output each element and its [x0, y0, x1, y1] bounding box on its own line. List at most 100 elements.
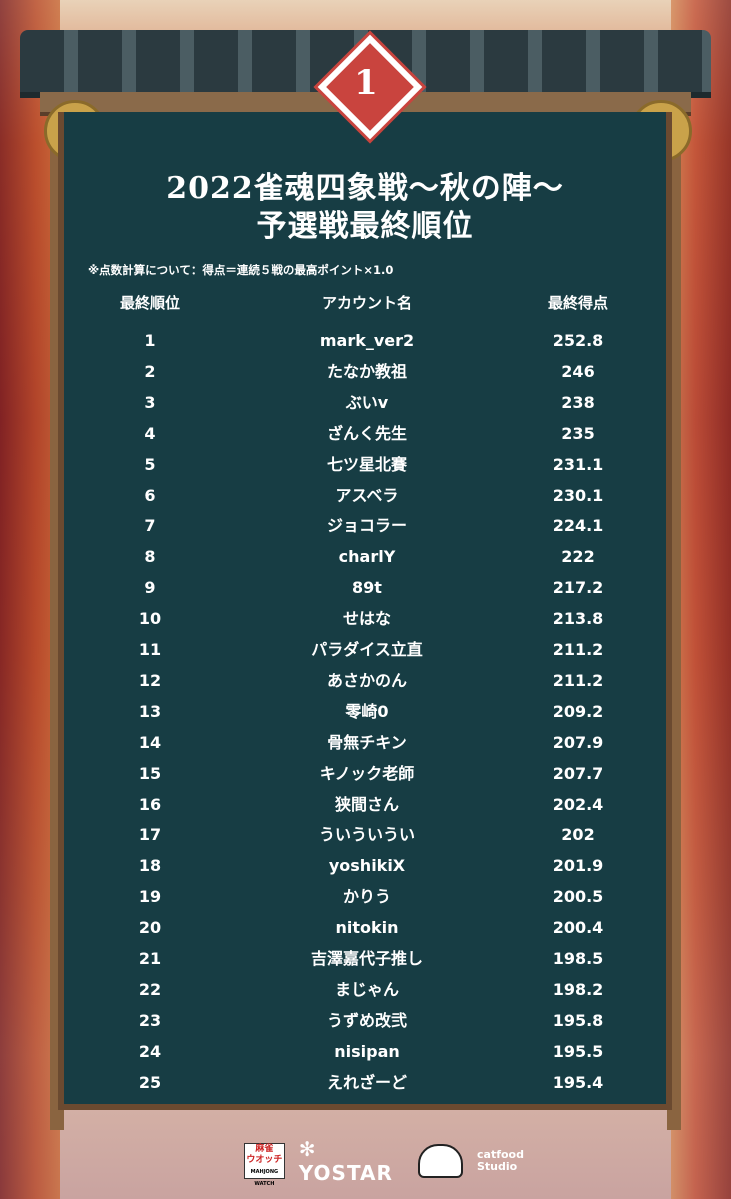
account-name-cell: かりう	[342, 887, 391, 907]
score-cell: 198.2	[552, 979, 604, 999]
account-name-cell: 狭間さん	[334, 794, 399, 814]
score-cell: 209.2	[552, 701, 604, 721]
score-cell: 224.1	[552, 516, 604, 536]
account-name-cell: 七ツ星北賽	[326, 454, 407, 474]
table-row: 9 89t 217.2	[58, 574, 672, 602]
account-name-cell: うずめ改弐	[326, 1010, 407, 1030]
score-cell: 238	[561, 392, 595, 412]
score-cell: 202	[561, 825, 595, 845]
page-title-line1: 2022雀魂四象戦～秋の陣～	[166, 171, 564, 206]
scoring-note: ※点数計算について：得点＝連続５戦の最高ポイント×1.0	[88, 263, 394, 277]
rank-cell: 12	[138, 670, 162, 690]
table-row: 4 ざんく先生 235	[58, 420, 672, 448]
header-score: 最終得点	[547, 294, 608, 312]
rank-cell: 7	[144, 516, 156, 536]
table-row: 17 ういういうい 202	[58, 821, 672, 849]
table-row: 7 ジョコラー 224.1	[58, 512, 672, 540]
table-row: 15 キノック老師 207.7	[58, 760, 672, 788]
score-cell: 246	[561, 361, 595, 381]
score-cell: 195.8	[552, 1010, 604, 1030]
score-cell: 217.2	[552, 578, 604, 598]
account-name-cell: ういういうい	[318, 825, 415, 845]
account-name-cell: mark_ver2	[319, 331, 415, 350]
score-cell: 252.8	[552, 331, 604, 350]
score-cell: 231.1	[552, 454, 604, 474]
account-name-cell: ざんく先生	[326, 423, 407, 443]
table-row: 2 たなか教祖 246	[58, 358, 672, 386]
table-row: 23 うずめ改弐 195.8	[58, 1007, 672, 1035]
account-name-cell: 零崎0	[345, 701, 389, 721]
rank-cell: 14	[138, 732, 162, 752]
table-row: 13 零崎0 209.2	[58, 698, 672, 726]
score-cell: 207.9	[552, 732, 604, 752]
score-cell: 200.4	[552, 918, 604, 938]
rank-cell: 9	[144, 578, 156, 598]
table-row: 24 nisipan 195.5	[58, 1038, 672, 1066]
catfood-studio-logo: catfood Studio	[477, 1148, 524, 1173]
table-row: 12 あさかのん 211.2	[58, 667, 672, 695]
header-account: アカウント名	[321, 294, 412, 312]
account-name-cell: 吉澤嘉代子推し	[310, 949, 423, 968]
table-row: 20 nitokin 200.4	[58, 914, 672, 942]
rank-badge-number: 1	[354, 63, 378, 103]
account-name-cell: nisipan	[334, 1041, 400, 1061]
account-name-cell: ぶいv	[345, 392, 389, 412]
account-name-cell: アスベラ	[335, 485, 399, 505]
account-name-cell: 89t	[352, 578, 382, 598]
account-name-cell: えれざーど	[326, 1072, 407, 1092]
account-name-cell: あさかのん	[326, 670, 407, 690]
header-rank: 最終順位	[119, 294, 180, 312]
table-row: 11 パラダイス立直 211.2	[58, 636, 672, 664]
score-cell: 200.5	[552, 887, 604, 907]
table-row: 6 アスベラ 230.1	[58, 482, 672, 510]
rank-cell: 16	[138, 794, 162, 814]
table-row: 19 かりう 200.5	[58, 883, 672, 911]
account-name-cell: 骨無チキン	[327, 732, 407, 752]
table-row: 21 吉澤嘉代子推し 198.5	[58, 945, 672, 973]
score-cell: 211.2	[552, 670, 604, 690]
table-row: 18 yoshikiX 201.9	[58, 852, 672, 880]
table-row: 1 mark_ver2 252.8	[58, 327, 672, 355]
account-name-cell: yoshikiX	[328, 856, 406, 876]
rank-cell: 1	[144, 331, 156, 350]
rank-badge: 1	[317, 34, 423, 140]
rank-cell: 3	[144, 392, 156, 412]
autumn-background-right	[671, 0, 731, 1199]
account-name-cell: ジョコラー	[326, 516, 407, 536]
mahjong-watch-logo: 麻雀 ウオッチ MAHJONG WATCH	[244, 1143, 285, 1187]
rank-cell: 17	[138, 825, 162, 845]
account-name-cell: せはな	[342, 609, 391, 629]
rank-cell: 18	[138, 856, 162, 876]
score-cell: 195.4	[552, 1072, 604, 1092]
ranking-board	[58, 112, 672, 1110]
account-name-cell: nitokin	[335, 918, 399, 938]
account-name-cell: キノック老師	[319, 763, 415, 783]
rank-cell: 23	[138, 1010, 162, 1030]
rank-cell: 13	[138, 701, 162, 721]
account-name-cell: たなか教祖	[326, 361, 407, 381]
sponsor-logos: 麻雀 ウオッチ MAHJONG WATCH ✻ YOSTAR catfood Stud…	[244, 1137, 524, 1187]
score-cell: 230.1	[552, 485, 604, 505]
table-row: 10 せはな 213.8	[58, 605, 672, 633]
rank-cell: 15	[138, 763, 162, 783]
table-row: 25 えれざーど 195.4	[58, 1069, 672, 1097]
score-cell: 195.5	[552, 1041, 604, 1061]
score-cell: 211.2	[552, 640, 604, 659]
rank-cell: 19	[138, 887, 162, 907]
table-row: 22 まじゃん 198.2	[58, 976, 672, 1004]
cat-logo	[418, 1144, 463, 1178]
page-title-line2: 予選戦最終順位	[256, 209, 474, 244]
account-name-cell: まじゃん	[334, 979, 399, 999]
table-row: 14 骨無チキン 207.9	[58, 729, 672, 757]
rank-cell: 24	[138, 1041, 162, 1061]
table-row: 8 charlY 222	[58, 543, 672, 571]
score-cell: 207.7	[552, 763, 604, 783]
score-cell: 202.4	[552, 794, 604, 814]
table-row: 3 ぶいv 238	[58, 389, 672, 417]
yostar-logo: ✻ YOSTAR	[298, 1137, 393, 1185]
rank-cell: 8	[144, 547, 156, 567]
rank-cell: 11	[138, 640, 162, 659]
rank-cell: 22	[138, 979, 162, 999]
rank-cell: 4	[144, 423, 156, 443]
rank-cell: 25	[138, 1072, 162, 1092]
